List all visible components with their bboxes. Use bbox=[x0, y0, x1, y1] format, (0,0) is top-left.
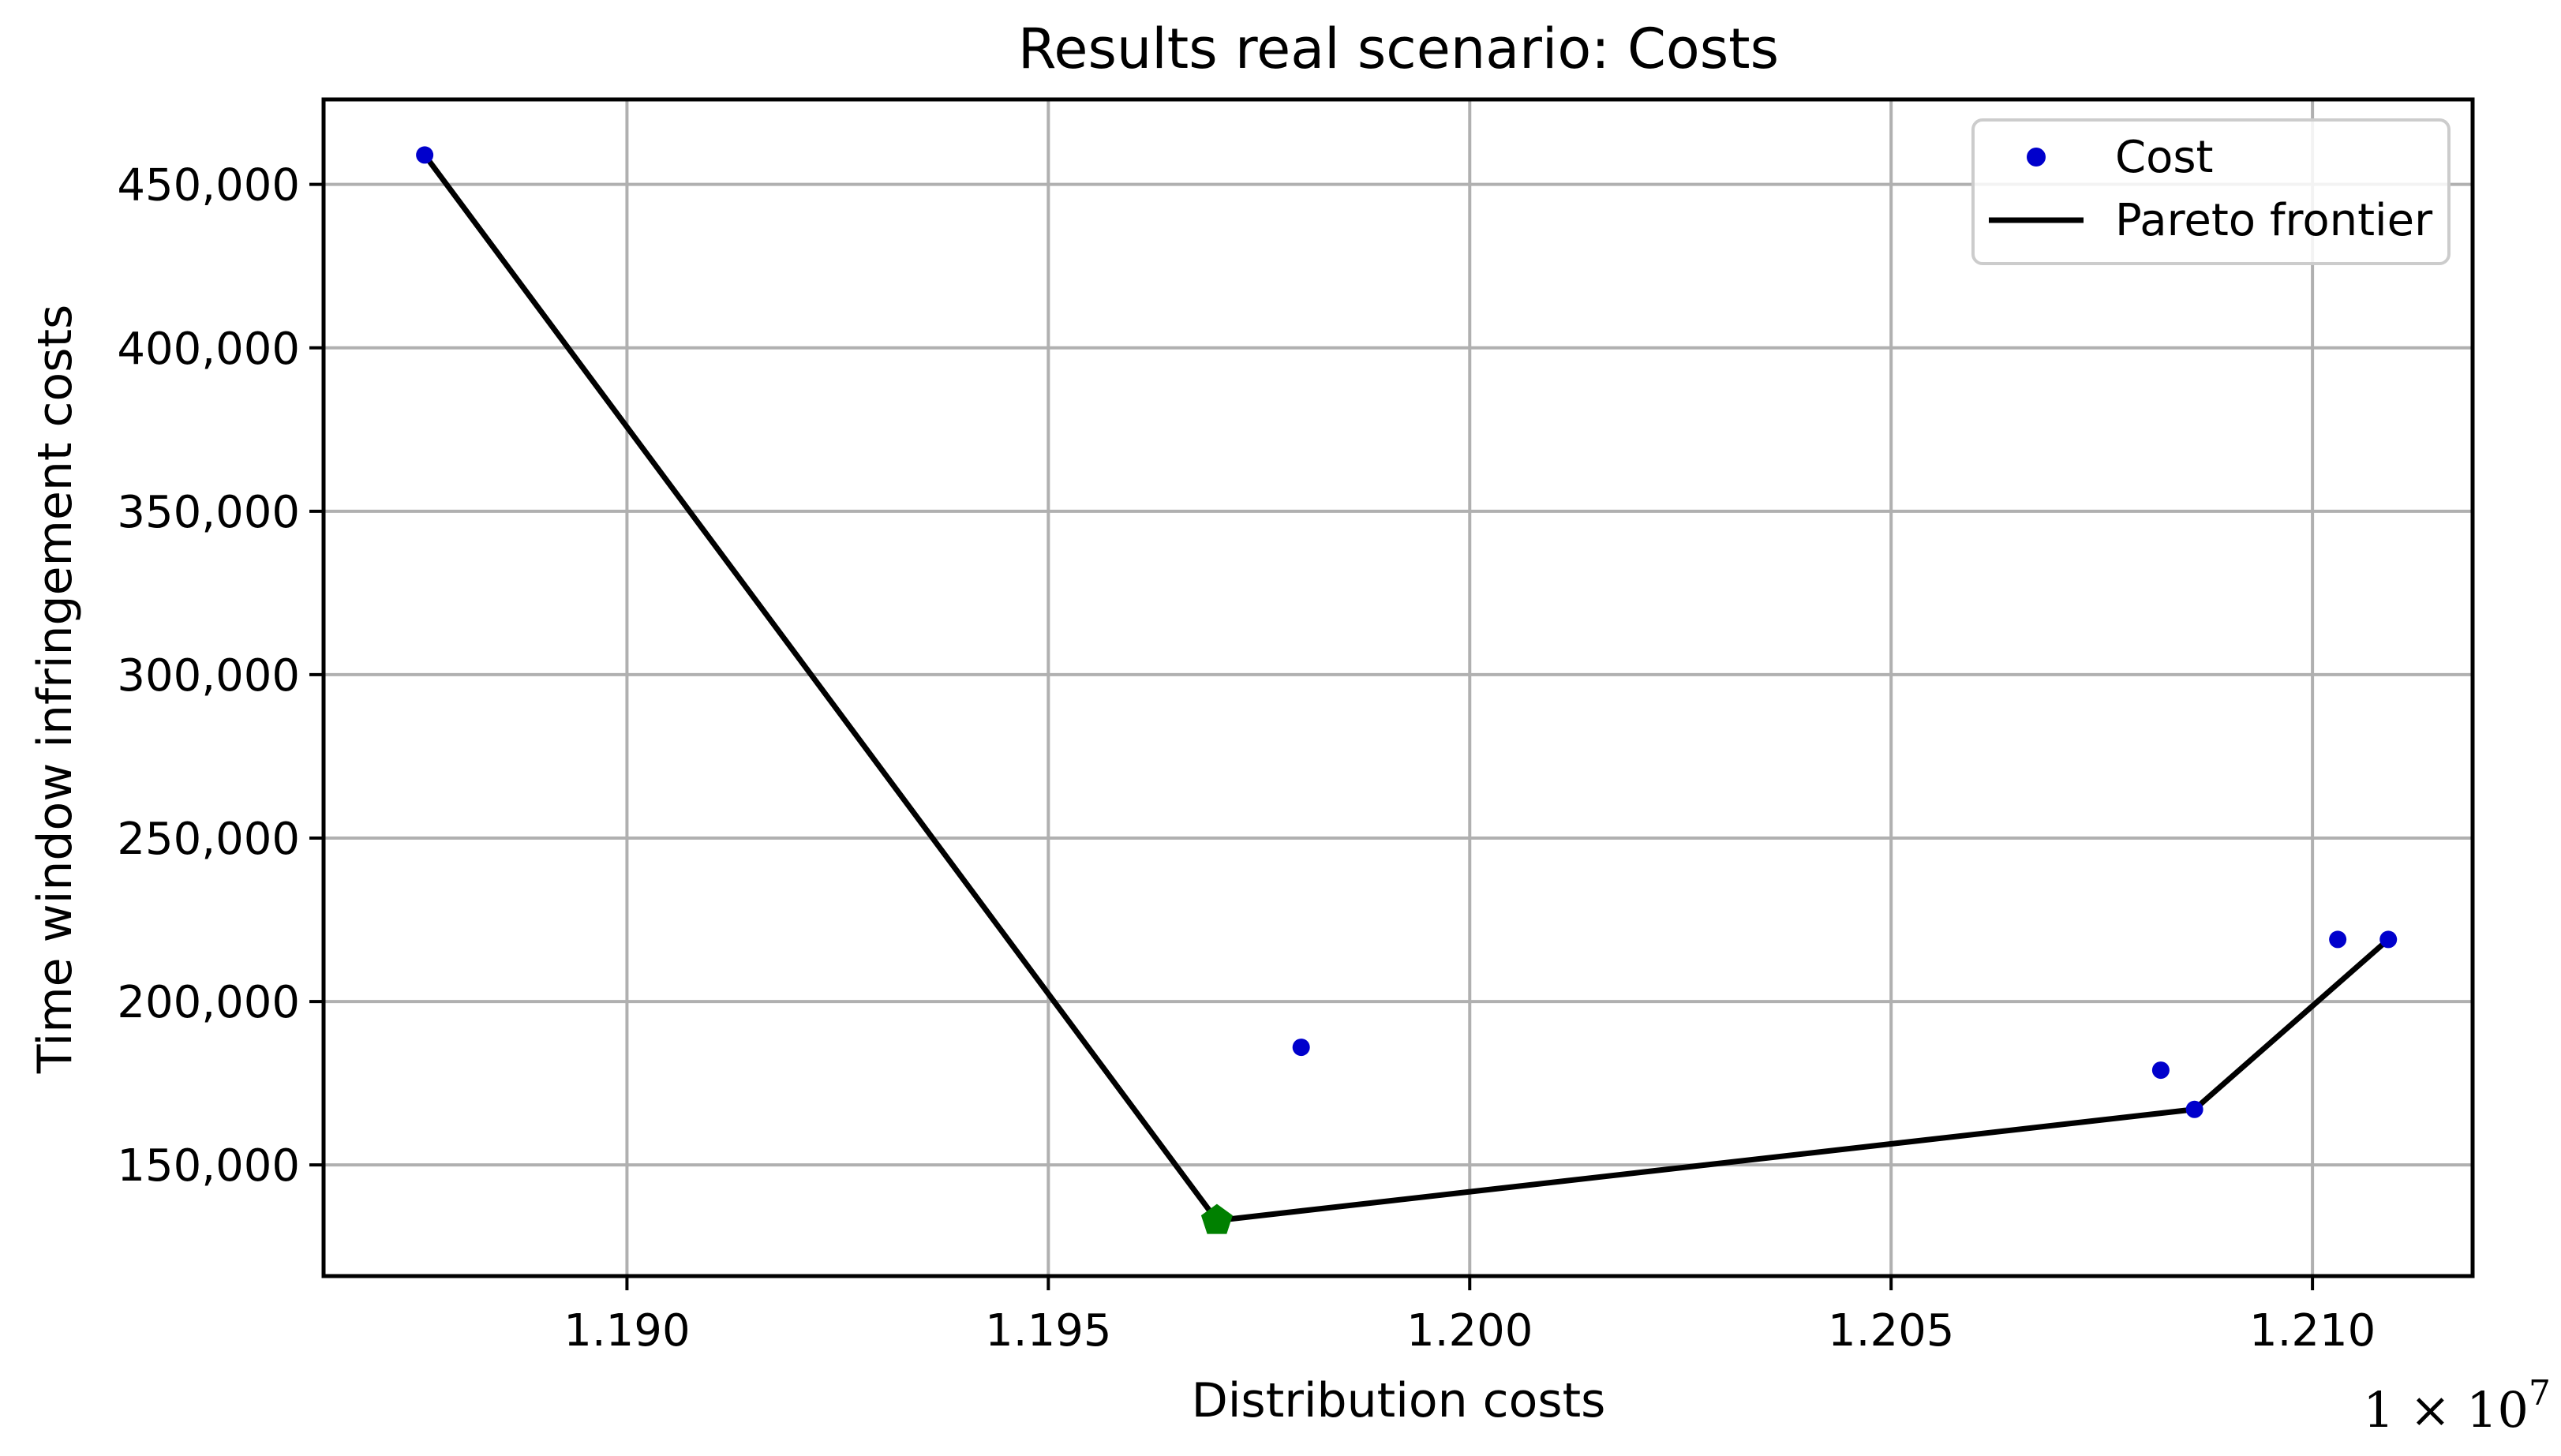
y-axis-label: Time window infringement costs bbox=[28, 305, 83, 1075]
x-tick-label: 1.205 bbox=[1828, 1305, 1954, 1357]
legend-pareto-label: Pareto frontier bbox=[2115, 195, 2433, 246]
cost-point bbox=[416, 146, 434, 164]
x-axis-offset-base: 1 × 10 bbox=[2363, 1381, 2529, 1439]
pareto-frontier-line bbox=[422, 153, 2391, 1224]
chart-title: Results real scenario: Costs bbox=[1018, 17, 1779, 81]
x-axis-offset-exponent: 7 bbox=[2529, 1373, 2551, 1413]
x-axis-label: Distribution costs bbox=[1192, 1373, 1606, 1428]
y-tick-label: 450,000 bbox=[117, 160, 300, 211]
y-tick-label: 300,000 bbox=[117, 650, 300, 702]
pareto-frontier-layer bbox=[422, 153, 2391, 1224]
cost-point bbox=[2151, 1061, 2170, 1080]
cost-point bbox=[1292, 1039, 1310, 1057]
x-tick-label: 1.195 bbox=[985, 1305, 1111, 1357]
x-tick-label: 1.210 bbox=[2249, 1305, 2376, 1357]
cost-points-layer bbox=[416, 146, 2398, 1230]
y-tick-label: 250,000 bbox=[117, 814, 300, 865]
legend: Cost Pareto frontier bbox=[1971, 118, 2451, 265]
y-tick-label: 400,000 bbox=[117, 324, 300, 375]
cost-point bbox=[2329, 930, 2347, 949]
x-tick-label: 1.190 bbox=[563, 1305, 690, 1357]
legend-box bbox=[1971, 118, 2451, 265]
cost-point bbox=[2379, 930, 2398, 949]
axis-ticks: 1.190 1.195 1.200 1.205 1.210 150,000 200,000 2… bbox=[117, 160, 2376, 1357]
cost-point bbox=[2185, 1100, 2203, 1118]
y-tick-label: 200,000 bbox=[117, 977, 300, 1028]
y-tick-label: 150,000 bbox=[117, 1140, 300, 1192]
y-tick-label: 350,000 bbox=[117, 487, 300, 538]
highlight-layer bbox=[1200, 1203, 1233, 1234]
highlight-pentagon-marker bbox=[1200, 1203, 1233, 1234]
x-axis-offset: 1 × 107 bbox=[2363, 1373, 2551, 1439]
legend-cost-marker bbox=[2027, 148, 2046, 167]
grid bbox=[324, 99, 2473, 1276]
legend-cost-label: Cost bbox=[2115, 132, 2214, 183]
plot-frame bbox=[321, 97, 2475, 1278]
x-tick-label: 1.200 bbox=[1406, 1305, 1533, 1357]
